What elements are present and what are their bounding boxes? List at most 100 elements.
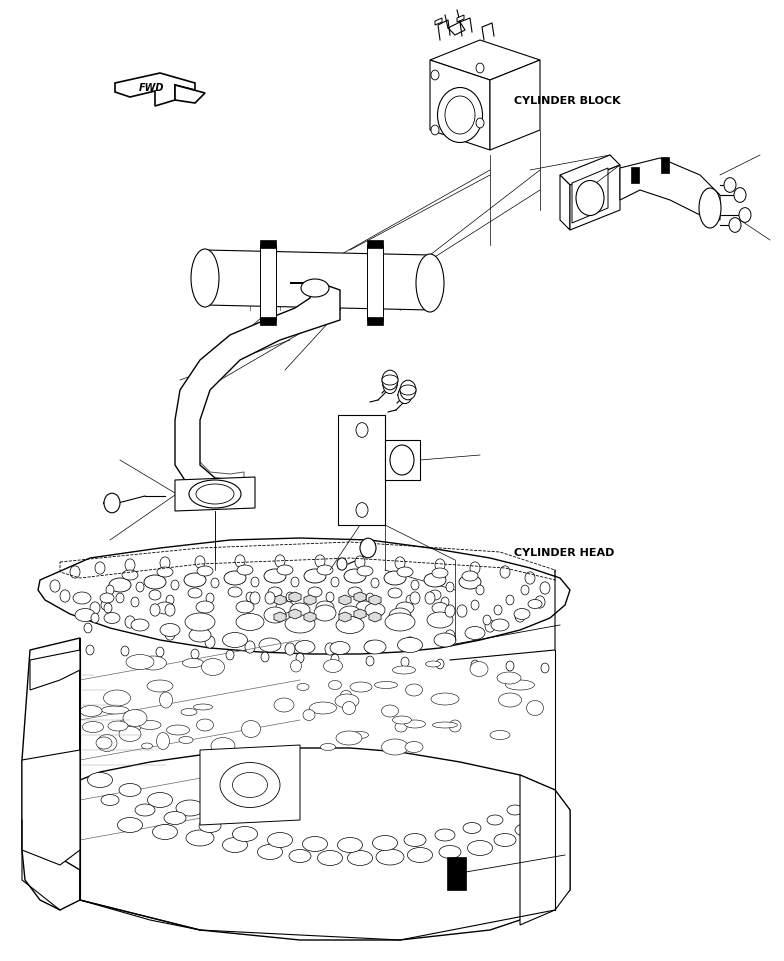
Ellipse shape [153, 825, 177, 840]
Ellipse shape [211, 737, 235, 754]
Circle shape [245, 641, 255, 653]
Ellipse shape [233, 826, 257, 842]
Ellipse shape [264, 607, 286, 623]
Ellipse shape [351, 731, 368, 738]
Ellipse shape [176, 800, 204, 816]
Ellipse shape [416, 254, 444, 312]
Ellipse shape [126, 654, 154, 670]
Ellipse shape [437, 87, 482, 142]
Text: CYLINDER BLOCK: CYLINDER BLOCK [514, 96, 620, 106]
Polygon shape [205, 250, 430, 310]
Ellipse shape [699, 188, 721, 228]
Ellipse shape [393, 716, 412, 724]
Circle shape [535, 596, 545, 608]
Ellipse shape [527, 701, 543, 716]
Polygon shape [367, 245, 383, 320]
Circle shape [291, 578, 299, 587]
Ellipse shape [196, 484, 234, 504]
Circle shape [91, 613, 99, 623]
Circle shape [425, 592, 435, 604]
Ellipse shape [528, 600, 542, 608]
Ellipse shape [75, 608, 95, 622]
Ellipse shape [201, 658, 224, 676]
Ellipse shape [303, 836, 328, 851]
Circle shape [86, 645, 94, 654]
Ellipse shape [268, 587, 282, 597]
Polygon shape [38, 538, 570, 654]
Polygon shape [570, 165, 620, 230]
Circle shape [355, 555, 365, 568]
Circle shape [125, 559, 135, 571]
Ellipse shape [185, 613, 215, 631]
Ellipse shape [131, 619, 149, 631]
Polygon shape [274, 612, 286, 622]
Ellipse shape [118, 818, 143, 832]
Ellipse shape [224, 571, 246, 585]
Ellipse shape [184, 573, 206, 587]
Ellipse shape [166, 725, 190, 735]
Polygon shape [620, 158, 720, 220]
Circle shape [331, 578, 339, 587]
Ellipse shape [429, 590, 441, 600]
Polygon shape [457, 15, 464, 22]
Polygon shape [175, 85, 205, 103]
Circle shape [405, 637, 415, 649]
Ellipse shape [389, 608, 411, 624]
Ellipse shape [119, 727, 141, 742]
Ellipse shape [291, 660, 302, 672]
Ellipse shape [400, 385, 416, 395]
Circle shape [383, 377, 397, 394]
Bar [447, 857, 466, 890]
Polygon shape [260, 317, 276, 325]
Polygon shape [354, 609, 366, 619]
Ellipse shape [144, 575, 166, 589]
Polygon shape [560, 155, 620, 185]
Ellipse shape [357, 566, 373, 576]
Ellipse shape [189, 628, 211, 642]
Ellipse shape [191, 249, 219, 307]
Ellipse shape [316, 601, 334, 613]
Ellipse shape [228, 587, 242, 597]
Circle shape [431, 125, 439, 135]
Circle shape [436, 659, 444, 669]
Ellipse shape [123, 709, 147, 727]
Circle shape [494, 605, 502, 615]
Polygon shape [631, 167, 639, 183]
Ellipse shape [156, 602, 174, 614]
Ellipse shape [267, 832, 292, 848]
Ellipse shape [141, 743, 153, 749]
Circle shape [485, 620, 495, 632]
Circle shape [156, 647, 164, 657]
Circle shape [101, 600, 109, 610]
Ellipse shape [301, 279, 329, 297]
Polygon shape [260, 245, 276, 320]
Ellipse shape [122, 570, 138, 580]
Ellipse shape [405, 720, 426, 728]
Ellipse shape [241, 721, 260, 737]
Ellipse shape [119, 783, 141, 797]
Ellipse shape [515, 824, 535, 836]
Polygon shape [175, 477, 255, 511]
Ellipse shape [491, 619, 509, 631]
Ellipse shape [101, 706, 129, 714]
Circle shape [166, 595, 174, 604]
Circle shape [476, 118, 484, 128]
Ellipse shape [499, 693, 521, 707]
Ellipse shape [303, 709, 315, 721]
Ellipse shape [183, 658, 204, 668]
Ellipse shape [459, 575, 481, 589]
Ellipse shape [181, 708, 197, 716]
Ellipse shape [96, 737, 112, 749]
Circle shape [471, 660, 479, 670]
Circle shape [445, 629, 455, 642]
Ellipse shape [236, 613, 264, 630]
Circle shape [476, 585, 484, 595]
Ellipse shape [375, 681, 397, 688]
Polygon shape [338, 415, 385, 525]
Ellipse shape [164, 811, 186, 825]
Circle shape [60, 590, 70, 603]
Ellipse shape [404, 833, 426, 847]
Ellipse shape [321, 744, 336, 751]
Ellipse shape [364, 640, 386, 654]
Ellipse shape [348, 587, 362, 597]
